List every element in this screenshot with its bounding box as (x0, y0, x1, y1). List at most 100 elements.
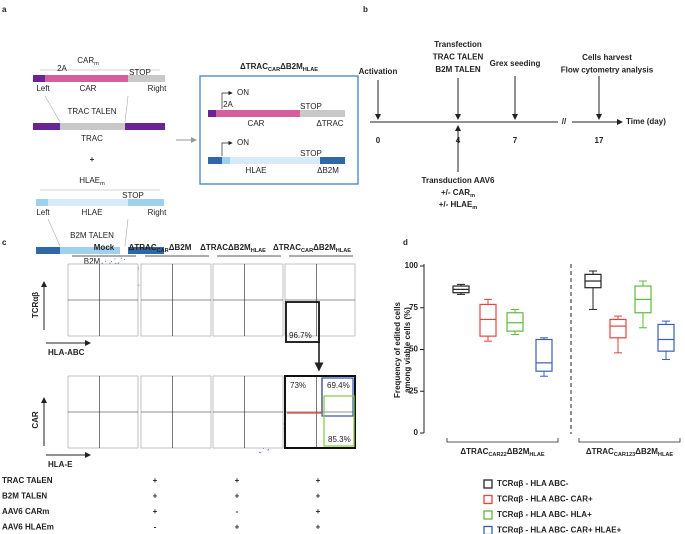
label: 2A (223, 100, 233, 109)
segment (60, 247, 80, 254)
panel-label: a (2, 5, 7, 14)
label: STOP (300, 149, 322, 158)
text-part: m (100, 181, 105, 187)
event-dot (260, 452, 262, 454)
panel-label: b (363, 5, 368, 14)
event-dot (110, 261, 113, 263)
text-part: m (94, 61, 99, 67)
gate (323, 395, 355, 447)
segment (300, 110, 345, 117)
label: CAR (248, 119, 265, 128)
label: Grex seeding (490, 59, 541, 68)
label: + (153, 476, 158, 485)
label: B2M TALEN (2, 492, 47, 501)
label: HLA-E (48, 460, 73, 469)
label: 96.7% (289, 331, 312, 340)
legend-label: TCRαβ - HLA ABC- CAR+ (497, 495, 593, 504)
label: HLAEm (79, 176, 105, 187)
segment (60, 123, 125, 130)
event-dot (118, 262, 120, 264)
text-part: HLAE (79, 176, 100, 185)
segment (208, 157, 222, 164)
segment (36, 199, 48, 206)
segment (48, 199, 128, 206)
text-part: HLAE (658, 452, 673, 458)
box (506, 312, 524, 332)
text-part: ΔB2M (280, 62, 303, 71)
event-dot (101, 262, 103, 264)
label: TRAC TALEN (67, 107, 116, 116)
label: Left (36, 84, 50, 93)
y-axis-label: among viable cells (%) (403, 307, 412, 393)
text-part: Mock (94, 243, 115, 252)
text-part: CAR123 (614, 452, 635, 458)
segment (230, 157, 320, 164)
label: 2A (57, 64, 67, 73)
text-part: ΔTRAC (460, 447, 488, 456)
legend-swatch (483, 494, 493, 505)
event-dot (123, 259, 126, 261)
gate (321, 377, 354, 417)
segment (222, 157, 230, 164)
label: ΔTRACCARΔB2MHLAE (273, 243, 351, 254)
label: CAR (80, 84, 97, 93)
label: 73% (290, 381, 306, 390)
text-part: +/- CAR (441, 188, 470, 197)
box (535, 338, 553, 372)
label: + (235, 476, 240, 485)
text-part: HLAE (529, 452, 544, 458)
y-tick-label: 50 (409, 345, 418, 354)
label: ΔB2M (317, 166, 339, 175)
label: TRAC (81, 134, 103, 143)
label: TCRαβ (31, 292, 40, 318)
text-part: HLAE (303, 67, 318, 73)
text-part: HLAE (336, 248, 351, 254)
label: ΔTRACΔB2MHLAE (200, 243, 266, 254)
panel-label: d (403, 238, 408, 247)
y-axis-label: Frequency of edited cells (393, 301, 402, 398)
label: + (316, 507, 321, 516)
label: // (562, 117, 567, 126)
label: + (153, 492, 158, 501)
legend-swatch (483, 510, 493, 520)
text-part: CAR (77, 56, 94, 65)
product-box (199, 75, 359, 185)
text-part: m (470, 193, 475, 199)
label: 69.4% (327, 381, 350, 390)
text-part: CAR (268, 67, 280, 73)
event-dot (267, 449, 269, 451)
segment (128, 247, 164, 254)
text-part: HLAE (251, 248, 266, 254)
text-part: ΔTRACΔB2M (200, 243, 251, 252)
label: Transfection (434, 40, 482, 49)
label: + (316, 492, 321, 501)
segment (120, 247, 128, 254)
legend-swatch (483, 479, 493, 489)
label: CAR (31, 411, 40, 429)
label: TRAC TALEN (433, 53, 484, 62)
label: + (90, 155, 95, 164)
segment (320, 157, 345, 164)
connector (124, 218, 129, 247)
y-tick-label: 100 (405, 261, 419, 270)
text-part: ΔB2M (507, 447, 530, 456)
label: AAV6 CARm (2, 507, 49, 516)
label: B2M TALEN (70, 231, 114, 240)
label: 85.3% (328, 435, 351, 444)
label: - (39, 507, 42, 516)
legend-label: TCRαβ - HLA ABC- CAR+ HLAE+ (497, 526, 622, 534)
label: B2M (84, 257, 101, 266)
group-label: ΔTRACCAR123ΔB2MHLAE (586, 447, 674, 458)
label: + (235, 523, 240, 532)
label: Transduction AAV6 (422, 176, 495, 185)
segment (208, 110, 216, 117)
label: ΔTRACCARΔB2M (129, 243, 192, 254)
segment (125, 123, 165, 130)
gate (285, 301, 320, 343)
event-dot (105, 260, 107, 262)
segment (128, 75, 165, 82)
label: Mock (94, 243, 115, 252)
segment (216, 110, 300, 117)
connector (44, 95, 61, 123)
segment (36, 247, 60, 254)
